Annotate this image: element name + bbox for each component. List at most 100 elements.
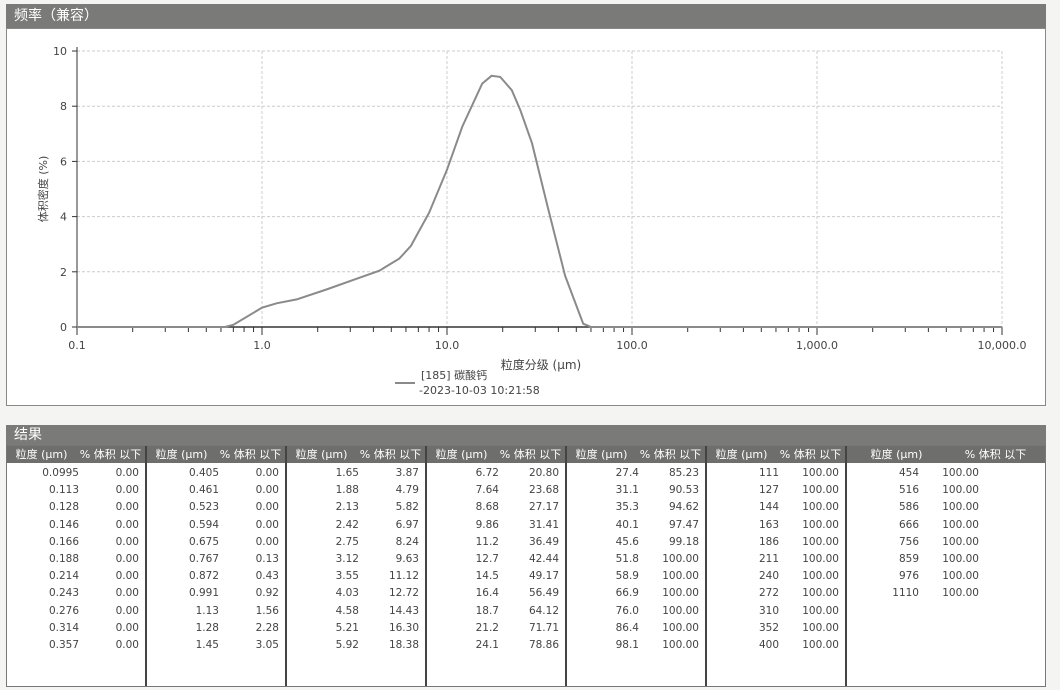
volume-percent-cell: 100.00 — [662, 638, 699, 651]
particle-size-cell: 186 — [758, 535, 779, 548]
volume-percent-cell: 100.00 — [942, 518, 979, 531]
table-row: 1.45 3.05 — [147, 637, 285, 654]
volume-percent-cell: 0.00 — [255, 467, 279, 479]
volume-percent-cell: 90.53 — [668, 484, 699, 497]
table-row: 5.21 16.30 — [287, 620, 425, 637]
table-row: 0.188 0.00 — [7, 551, 145, 568]
volume-percent-cell: 0.00 — [255, 484, 279, 497]
particle-size-cell: 0.128 — [48, 501, 79, 514]
volume-percent-cell: 23.68 — [528, 484, 559, 497]
table-row: 7.64 23.68 — [427, 482, 565, 499]
table-row: 16.4 56.49 — [427, 585, 565, 602]
table-row: 58.9 100.00 — [567, 568, 705, 585]
results-column-group: 粒度 (μm)% 体积 以下 1.65 3.87 1.88 4.79 2.13 5.82 2.… — [287, 446, 427, 686]
volume-percent-cell: 100.00 — [662, 604, 699, 617]
column-header-percent: % 体积 以下 — [219, 448, 282, 461]
table-row: 0.214 0.00 — [7, 568, 145, 585]
particle-size-cell: 11.2 — [475, 535, 499, 548]
chart-section-header: 频率（兼容） — [6, 4, 1046, 28]
volume-percent-cell: 100.00 — [942, 552, 979, 565]
particle-size-cell: 5.21 — [335, 621, 359, 634]
volume-percent-cell: 4.79 — [395, 484, 419, 497]
table-row: 0.0995 0.00 — [7, 465, 145, 482]
table-row: 4.58 14.43 — [287, 603, 425, 620]
table-row: 240 100.00 — [707, 568, 845, 585]
particle-size-cell: 0.276 — [48, 604, 79, 617]
volume-percent-cell: 6.97 — [395, 518, 419, 531]
results-column-group: 粒度 (μm)% 体积 以下 0.0995 0.00 0.113 0.00 0.128 0.… — [7, 446, 147, 686]
table-row: 1.88 4.79 — [287, 482, 425, 499]
volume-percent-cell: 0.00 — [255, 535, 279, 548]
table-row: 586 100.00 — [847, 499, 1045, 516]
volume-percent-cell: 0.00 — [115, 467, 139, 479]
table-row: 18.7 64.12 — [427, 603, 565, 620]
volume-percent-cell: 0.00 — [115, 604, 139, 617]
table-row: 24.1 78.86 — [427, 637, 565, 654]
volume-percent-cell: 11.12 — [388, 570, 419, 583]
particle-size-cell: 45.6 — [615, 535, 639, 548]
particle-size-cell: 144 — [758, 501, 779, 514]
table-row: 0.243 0.00 — [7, 585, 145, 602]
volume-percent-cell: 0.92 — [255, 587, 279, 600]
volume-percent-cell: 0.00 — [115, 501, 139, 514]
table-row: 0.405 0.00 — [147, 465, 285, 482]
volume-percent-cell: 8.24 — [395, 535, 419, 548]
particle-size-cell: 5.92 — [335, 638, 359, 651]
table-row: 2.75 8.24 — [287, 534, 425, 551]
table-row: 31.1 90.53 — [567, 482, 705, 499]
volume-percent-cell: 97.47 — [668, 518, 699, 531]
column-header-row: 粒度 (μm) % 体积 以下 — [7, 446, 145, 463]
table-row: 144 100.00 — [707, 499, 845, 516]
particle-size-cell: 666 — [898, 518, 919, 531]
particle-size-cell: 58.9 — [615, 570, 639, 583]
volume-percent-cell: 100.00 — [802, 570, 839, 583]
table-row: 859 100.00 — [847, 551, 1045, 568]
column-header-percent: % 体积 以下 — [79, 448, 142, 461]
frequency-chart: 0 2 4 6 8 10 0.1 1.0 10.0 100.0 1,000.0 10,000.0 体积… — [36, 45, 1026, 397]
table-row: 51.8 100.00 — [567, 551, 705, 568]
table-row: 5.92 18.38 — [287, 637, 425, 654]
column-header-row: 粒度 (μm) % 体积 以下 — [287, 446, 425, 463]
table-row: 352 100.00 — [707, 620, 845, 637]
particle-size-cell: 0.243 — [48, 587, 79, 600]
table-row: 1.13 1.56 — [147, 603, 285, 620]
volume-percent-cell: 100.00 — [802, 552, 839, 565]
particle-size-cell: 16.4 — [475, 587, 499, 600]
volume-percent-cell: 100.00 — [802, 621, 839, 634]
x-tick-label: 100.0 — [616, 339, 648, 352]
particle-size-cell: 8.68 — [475, 501, 499, 514]
x-tick-label: 1.0 — [253, 339, 271, 352]
table-row: 9.86 31.41 — [427, 517, 565, 534]
particle-size-cell: 0.991 — [188, 587, 219, 600]
particle-size-cell: 0.675 — [188, 535, 219, 548]
table-row: 12.7 42.44 — [427, 551, 565, 568]
particle-size-cell: 859 — [898, 552, 919, 565]
x-tick-label: 0.1 — [68, 339, 86, 352]
particle-size-cell: 0.188 — [48, 552, 79, 565]
volume-percent-cell: 94.62 — [668, 501, 699, 514]
column-header-percent: % 体积 以下 — [964, 448, 1027, 461]
particle-size-cell: 9.86 — [475, 518, 499, 531]
particle-size-cell: 86.4 — [615, 621, 639, 634]
volume-percent-cell: 100.00 — [662, 570, 699, 583]
particle-size-cell: 6.72 — [475, 467, 499, 479]
particle-size-cell: 163 — [758, 518, 779, 531]
particle-size-cell: 211 — [758, 552, 779, 565]
volume-percent-cell: 31.41 — [528, 518, 559, 531]
table-row: 14.5 49.17 — [427, 568, 565, 585]
table-row: 45.6 99.18 — [567, 534, 705, 551]
particle-size-cell: 310 — [758, 604, 779, 617]
results-section-header: 结果 — [6, 425, 1046, 445]
volume-percent-cell: 100.00 — [802, 501, 839, 514]
particle-size-cell: 1.13 — [195, 604, 219, 617]
volume-percent-cell: 100.00 — [942, 587, 979, 600]
particle-size-cell: 27.4 — [615, 467, 639, 479]
table-row: 0.675 0.00 — [147, 534, 285, 551]
table-row: 0.314 0.00 — [7, 620, 145, 637]
particle-size-cell: 976 — [898, 570, 919, 583]
volume-percent-cell: 2.28 — [255, 621, 279, 634]
particle-size-cell: 66.9 — [615, 587, 639, 600]
particle-size-cell: 240 — [758, 570, 779, 583]
volume-percent-cell: 0.00 — [255, 501, 279, 514]
particle-size-cell: 127 — [758, 484, 779, 497]
